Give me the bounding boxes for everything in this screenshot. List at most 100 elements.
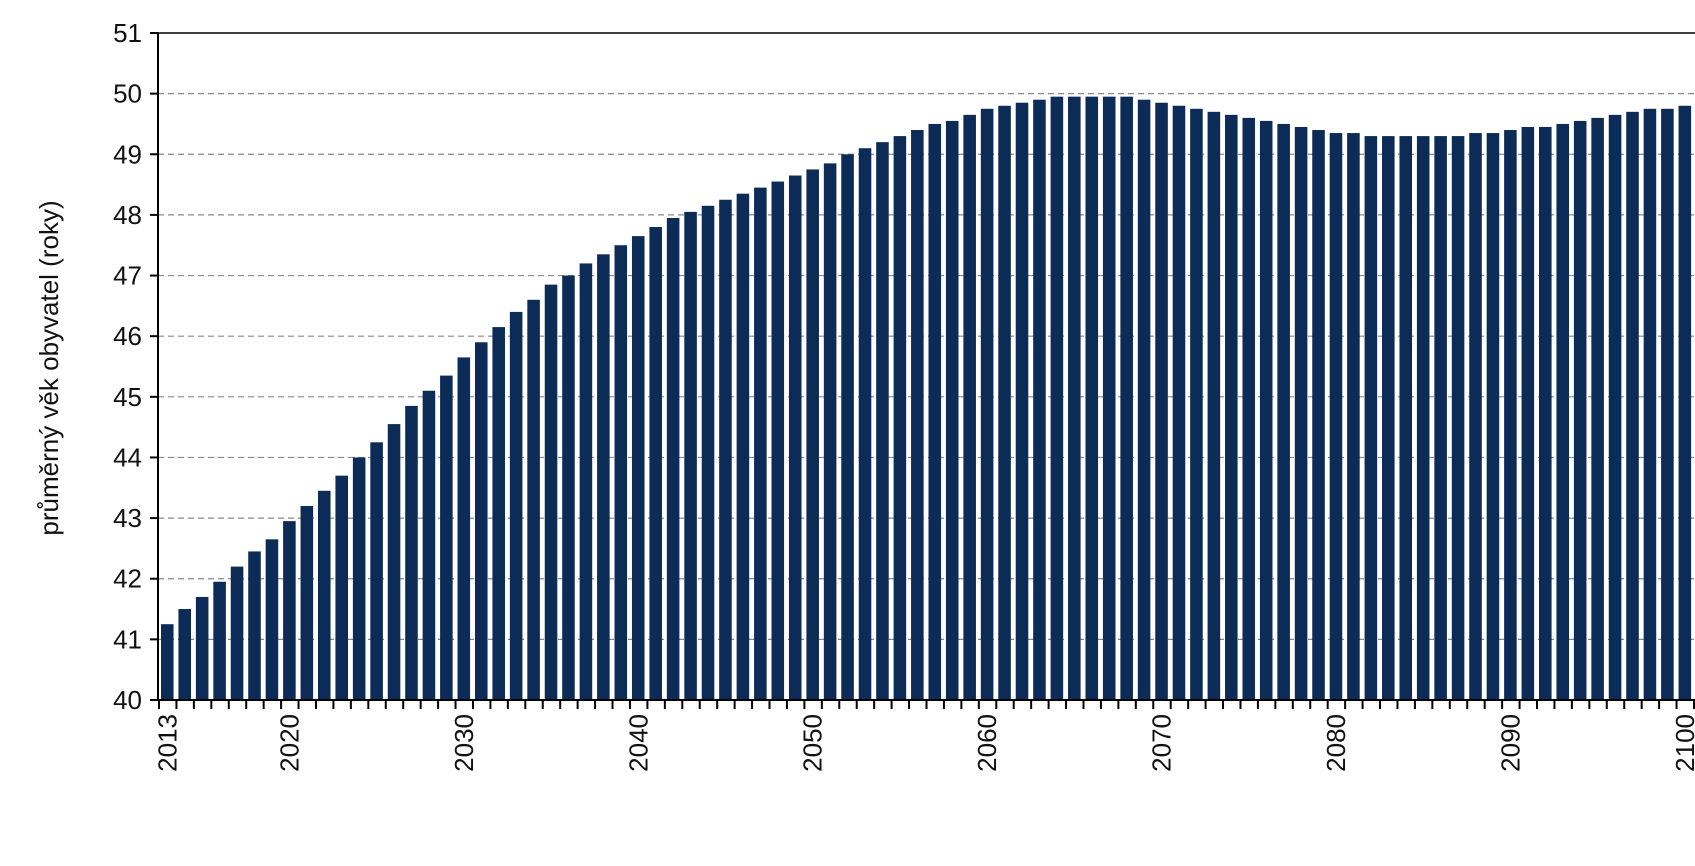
x-tick-label: 2040 bbox=[623, 714, 653, 772]
bar-2042 bbox=[666, 217, 680, 700]
bar-2018 bbox=[248, 551, 261, 700]
bar-2037 bbox=[579, 263, 593, 700]
bar-2073 bbox=[1207, 111, 1221, 700]
y-tick-label: 40 bbox=[113, 685, 142, 715]
bar-2053 bbox=[858, 148, 872, 700]
bar-2052 bbox=[841, 154, 854, 700]
bar-2084 bbox=[1399, 136, 1413, 700]
bar-2086 bbox=[1434, 136, 1447, 700]
bar-2092 bbox=[1539, 126, 1552, 701]
bar-2013 bbox=[161, 624, 174, 700]
bar-2025 bbox=[370, 442, 383, 700]
bar-2075 bbox=[1242, 117, 1256, 700]
bar-2016 bbox=[213, 581, 226, 700]
y-tick-label: 50 bbox=[113, 79, 142, 109]
bar-2029 bbox=[440, 375, 453, 700]
bar-2043 bbox=[684, 211, 697, 700]
bar-2054 bbox=[876, 142, 889, 700]
bar-2061 bbox=[998, 105, 1011, 700]
bar-2066 bbox=[1085, 96, 1099, 701]
y-tick-label: 47 bbox=[113, 261, 142, 291]
y-tick-label: 45 bbox=[113, 382, 142, 412]
x-tick-label: 2100 bbox=[1670, 714, 1695, 772]
x-tick-label: 2030 bbox=[449, 714, 479, 772]
bar-2093 bbox=[1556, 123, 1570, 700]
bar-2046 bbox=[736, 193, 750, 700]
bar-2085 bbox=[1416, 136, 1430, 700]
bar-2064 bbox=[1050, 96, 1064, 701]
bar-2070 bbox=[1155, 102, 1168, 701]
bar-2031 bbox=[474, 342, 488, 700]
y-tick-label: 51 bbox=[113, 18, 142, 48]
bar-2079 bbox=[1312, 130, 1325, 700]
bar-2055 bbox=[893, 136, 907, 700]
bar-2017 bbox=[230, 566, 244, 700]
bar-2036 bbox=[562, 275, 575, 700]
y-axis-label: průměrný věk obyvatel (roky) bbox=[34, 200, 64, 535]
x-tick-label: 2070 bbox=[1147, 714, 1177, 772]
bar-2071 bbox=[1172, 105, 1186, 700]
y-tick-label: 41 bbox=[113, 624, 142, 654]
bar-2047 bbox=[754, 187, 767, 700]
y-tick-label: 42 bbox=[113, 564, 142, 594]
bar-2099 bbox=[1661, 108, 1674, 701]
bar-series bbox=[161, 96, 1692, 701]
x-tick-label: 2013 bbox=[152, 714, 182, 772]
bar-2057 bbox=[928, 123, 942, 700]
bar-2035 bbox=[544, 284, 558, 700]
bar-2080 bbox=[1329, 133, 1343, 701]
bar-2024 bbox=[352, 457, 366, 700]
bar-2059 bbox=[963, 114, 976, 701]
bar-2088 bbox=[1469, 133, 1482, 701]
bar-2038 bbox=[597, 254, 610, 700]
y-tick-labels: 40 41 42 43 44 45 46 47 48 49 50 51 bbox=[113, 18, 142, 715]
x-tick-labels: 2013 2020 2030 2040 2050 2060 2070 2080 2090 2100 bbox=[152, 714, 1695, 772]
bar-2096 bbox=[1608, 114, 1622, 701]
x-tick-label: 2080 bbox=[1321, 714, 1351, 772]
bar-2083 bbox=[1382, 136, 1395, 700]
bar-2060 bbox=[980, 108, 994, 701]
axes bbox=[150, 32, 1695, 709]
x-tick-label: 2090 bbox=[1495, 714, 1525, 772]
y-tick-label: 48 bbox=[113, 200, 142, 230]
bar-2068 bbox=[1120, 96, 1133, 701]
bar-2091 bbox=[1521, 126, 1535, 701]
bar-2033 bbox=[509, 311, 523, 700]
bar-2094 bbox=[1573, 120, 1587, 701]
bar-2100 bbox=[1678, 105, 1692, 700]
y-tick-label: 44 bbox=[113, 442, 142, 472]
bar-2081 bbox=[1347, 133, 1360, 701]
bar-2078 bbox=[1294, 126, 1308, 701]
bar-2082 bbox=[1364, 136, 1378, 700]
bar-2049 bbox=[788, 175, 802, 700]
x-tick-label: 2050 bbox=[798, 714, 828, 772]
bar-2034 bbox=[527, 299, 540, 700]
bar-2020 bbox=[283, 521, 296, 700]
bar-2032 bbox=[492, 327, 505, 700]
x-tick-label: 2020 bbox=[274, 714, 304, 772]
bar-2062 bbox=[1015, 102, 1029, 701]
bar-2097 bbox=[1626, 111, 1639, 700]
bar-2063 bbox=[1033, 99, 1046, 700]
bar-2067 bbox=[1102, 96, 1116, 701]
bar-2027 bbox=[405, 405, 418, 700]
bar-2095 bbox=[1591, 117, 1604, 700]
bar-2074 bbox=[1225, 114, 1238, 701]
bar-2030 bbox=[457, 357, 471, 700]
bar-2019 bbox=[265, 539, 279, 700]
bar-2040 bbox=[631, 236, 645, 700]
bar-2039 bbox=[614, 245, 628, 701]
x-tick-label: 2060 bbox=[972, 714, 1002, 772]
bar-2058 bbox=[945, 120, 959, 701]
bar-2076 bbox=[1259, 120, 1273, 701]
bar-2065 bbox=[1068, 96, 1081, 701]
bar-2015 bbox=[195, 596, 209, 700]
bar-2014 bbox=[178, 609, 191, 700]
bar-2089 bbox=[1486, 133, 1500, 701]
bar-2022 bbox=[317, 490, 331, 700]
bar-2021 bbox=[300, 505, 314, 700]
bar-2072 bbox=[1190, 108, 1203, 701]
bar-2077 bbox=[1277, 123, 1290, 700]
bar-2087 bbox=[1451, 136, 1465, 700]
